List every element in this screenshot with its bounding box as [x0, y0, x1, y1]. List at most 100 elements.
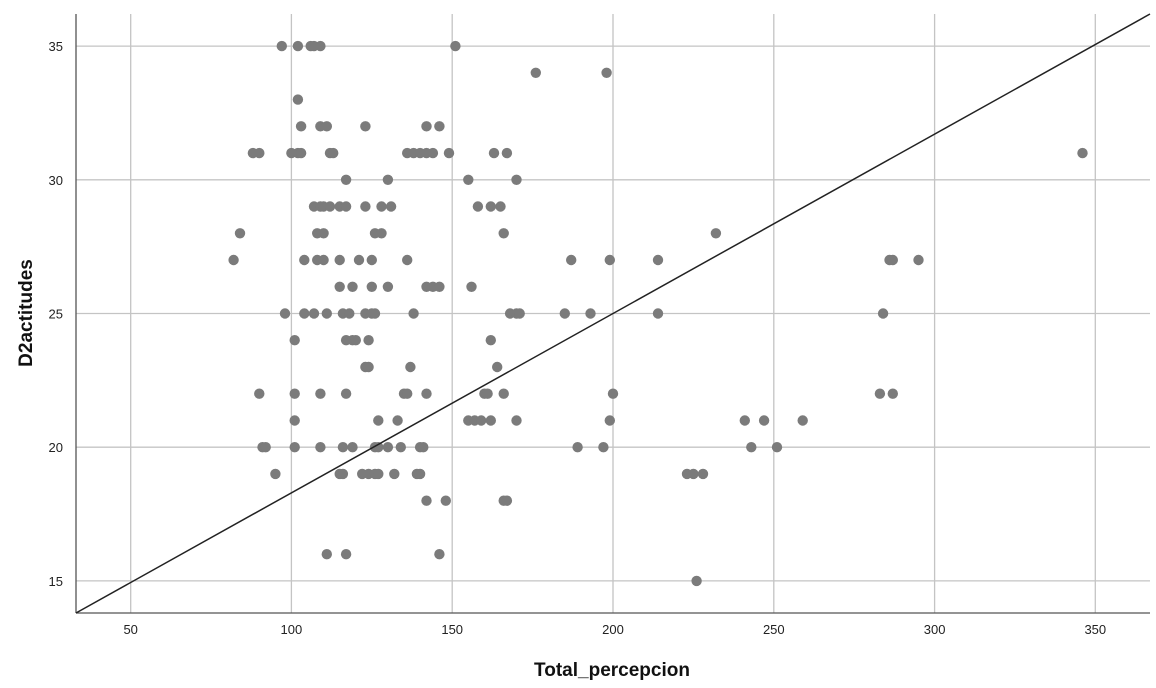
data-point: [604, 415, 615, 426]
data-point: [308, 308, 320, 319]
data-point: [559, 308, 570, 319]
data-point: [321, 308, 332, 319]
data-point: [604, 254, 615, 266]
data-point: [328, 147, 339, 159]
data-point: [360, 121, 371, 132]
data-point: [408, 308, 419, 319]
x-tick-label: 200: [602, 622, 624, 637]
data-point: [382, 442, 394, 453]
data-point: [292, 94, 304, 105]
data-point: [382, 281, 394, 292]
data-point: [652, 254, 664, 266]
data-point: [501, 495, 513, 506]
data-point: [652, 308, 664, 319]
data-point: [376, 201, 387, 212]
data-point: [315, 388, 326, 399]
data-point: [697, 468, 709, 480]
data-point: [887, 388, 898, 399]
data-point: [511, 415, 522, 426]
data-point: [289, 415, 300, 426]
y-axis-title: D2actitudes: [16, 259, 37, 367]
x-tick-label: 350: [1084, 622, 1106, 637]
data-point: [492, 361, 503, 373]
data-point: [392, 415, 403, 426]
data-point: [572, 442, 583, 453]
y-tick-labels: 15 20 25 30 35: [49, 39, 63, 589]
data-point: [488, 147, 500, 159]
data-point: [382, 174, 394, 185]
data-point: [350, 335, 361, 346]
data-point: [334, 281, 345, 292]
data-point: [511, 174, 522, 185]
data-point: [758, 415, 770, 426]
data-point: [466, 281, 477, 292]
data-point: [228, 254, 239, 266]
data-point: [598, 442, 609, 453]
data-point: [344, 308, 355, 319]
data-point: [887, 254, 898, 266]
data-point: [318, 254, 329, 266]
data-point: [530, 67, 541, 79]
data-point: [402, 254, 413, 266]
data-point: [472, 201, 484, 212]
data-point: [498, 228, 509, 239]
y-tick-label: 20: [49, 440, 63, 455]
data-point: [318, 228, 329, 239]
data-point: [601, 67, 612, 79]
x-tick-label: 50: [123, 622, 137, 637]
data-point: [299, 308, 310, 319]
y-tick-label: 35: [49, 39, 63, 54]
data-point: [434, 121, 445, 132]
data-point: [402, 388, 413, 399]
data-point: [366, 254, 377, 266]
data-point: [566, 254, 577, 266]
data-points: [228, 40, 1088, 587]
data-point: [585, 308, 596, 319]
data-point: [476, 415, 487, 426]
x-axis-title: Total_percepcion: [534, 660, 690, 681]
data-point: [289, 388, 300, 399]
data-point: [771, 442, 783, 453]
data-point: [691, 575, 702, 587]
data-point: [482, 388, 493, 399]
data-point: [877, 308, 889, 319]
data-point: [389, 468, 400, 480]
data-point: [366, 281, 377, 292]
data-point: [434, 549, 445, 560]
data-point: [463, 174, 474, 185]
data-point: [334, 254, 345, 266]
data-point: [710, 228, 722, 239]
data-point: [376, 228, 387, 239]
x-tick-labels: 50 100 150 200 250 300 350: [123, 622, 1106, 637]
data-point: [295, 147, 307, 159]
data-point: [234, 228, 246, 239]
data-point: [340, 174, 352, 185]
data-point: [418, 442, 429, 453]
data-point: [347, 442, 358, 453]
data-point: [421, 495, 432, 506]
data-point: [363, 335, 374, 346]
data-point: [292, 40, 304, 52]
reference-line: [75, 13, 1151, 614]
data-point: [254, 147, 265, 159]
data-point: [485, 201, 496, 212]
x-tick-label: 250: [763, 622, 785, 637]
data-point: [1077, 147, 1088, 159]
data-point: [385, 201, 397, 212]
data-point: [440, 495, 451, 506]
axes: [75, 14, 1150, 614]
data-point: [363, 361, 374, 373]
data-point: [315, 442, 326, 453]
data-point: [321, 549, 332, 560]
data-point: [289, 442, 300, 453]
data-point: [340, 388, 352, 399]
data-point: [369, 308, 381, 319]
data-point: [270, 468, 281, 480]
data-point: [797, 415, 808, 426]
y-tick-label: 30: [49, 173, 63, 188]
x-tick-label: 300: [924, 622, 946, 637]
data-point: [276, 40, 287, 52]
x-tick-label: 150: [441, 622, 463, 637]
data-point: [289, 335, 300, 346]
